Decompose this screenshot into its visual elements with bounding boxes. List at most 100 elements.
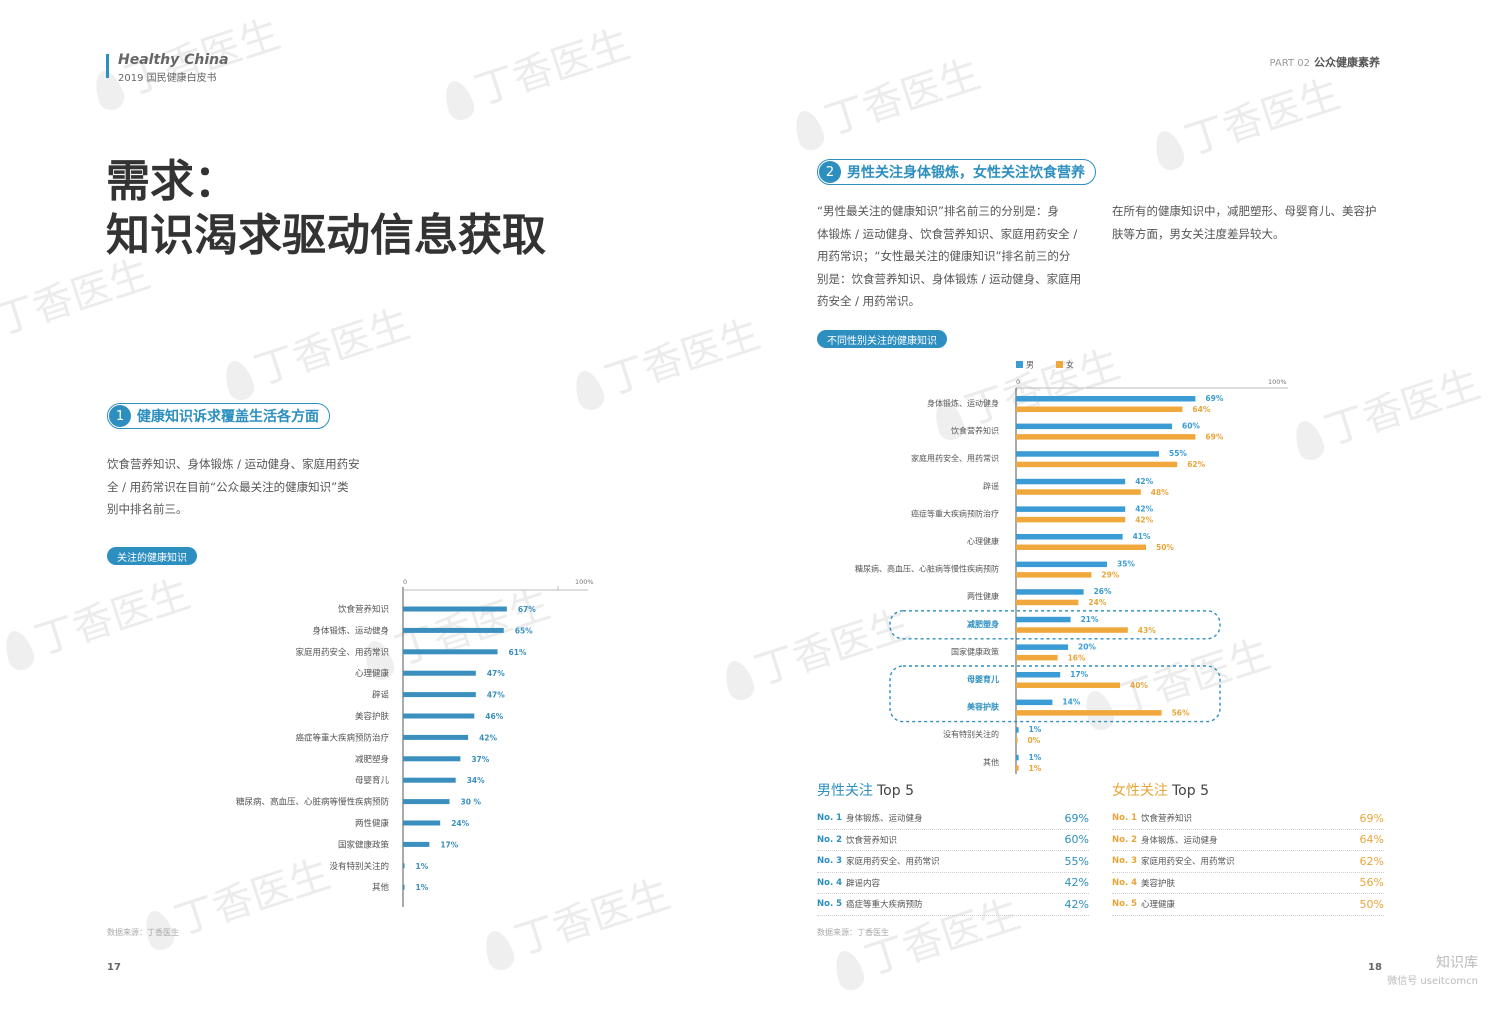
category-label: 糖尿病、高血压、心脏病等慢性疾病预防 — [855, 564, 999, 574]
category-label: 国家健康政策 — [951, 646, 999, 656]
category-label: 没有特别关注的 — [329, 861, 389, 872]
bar — [403, 841, 430, 847]
wechat-title: 知识库 — [1436, 955, 1478, 971]
axis-tick-label: 0 — [403, 578, 407, 586]
page-number-left: 17 — [107, 962, 121, 973]
section-2-number: 2 — [819, 161, 841, 183]
female-percent: 64% — [1359, 833, 1384, 847]
watermark: 丁香医生 — [566, 302, 767, 416]
page-number-right: 18 — [1368, 962, 1382, 973]
female-top5-row: No. 3 家庭用药安全、用药常识 62% — [1112, 851, 1384, 873]
male-percent: 42% — [1064, 876, 1089, 890]
value-label: 17% — [440, 840, 458, 849]
bar — [403, 606, 507, 612]
male-top5-label: 男性关注 — [817, 783, 873, 799]
bar-female — [1016, 489, 1141, 495]
section-2-paragraph-left: “男性最关注的健康知识”排名前三的分别是：身 体锻炼 / 运动健身、饮食营养知识… — [817, 200, 1097, 313]
section-1-heading: 1 健康知识诉求覆盖生活各方面 — [107, 403, 330, 429]
bar — [403, 884, 405, 890]
value-label-female: 1% — [1029, 764, 1042, 773]
paragraph-line: 别是：饮食营养知识、身体锻炼 / 运动健身、家庭用 — [817, 271, 1082, 286]
bar-male — [1016, 423, 1172, 430]
paragraph-line: “男性最关注的健康知识”排名前三的分别是：身 — [817, 204, 1059, 218]
category-label: 身体锻炼、运动健身 — [312, 625, 389, 636]
category-label: 两性健康 — [967, 591, 999, 601]
female-percent: 50% — [1359, 897, 1384, 911]
paragraph-line: 在所有的健康知识中，减肥塑形、母婴育儿、美容护 — [1112, 204, 1377, 218]
bar-male — [1016, 672, 1061, 678]
part-title: 公众健康素养 — [1314, 56, 1380, 69]
male-rank: No. 3 — [817, 856, 843, 867]
bar-female — [1016, 599, 1079, 606]
male-rank: No. 1 — [817, 813, 843, 824]
value-label: 67% — [518, 605, 536, 614]
bar — [403, 627, 504, 633]
value-label: 34% — [467, 776, 485, 785]
female-rank: No. 4 — [1112, 877, 1138, 888]
female-top5-row: No. 5 心理健康 50% — [1112, 894, 1384, 916]
section-2-heading: 2 男性关注身体锻炼，女性关注饮食营养 — [817, 159, 1096, 185]
chart-2-tag: 不同性别关注的健康知识 — [817, 330, 947, 348]
category-label: 两性健康 — [355, 818, 390, 829]
female-rank: No. 3 — [1112, 856, 1138, 867]
paragraph-line: 体锻炼 / 运动健身、饮食营养知识、家庭用药安全 / — [817, 226, 1078, 241]
section-1-number: 1 — [109, 405, 131, 427]
bar-male — [1016, 478, 1126, 485]
category-label: 国家健康政策 — [338, 839, 390, 850]
male-top5-list: No. 1 身体锻炼、运动健身 69% No. 2 饮食营养知识 60% No. 3 家庭用药… — [817, 808, 1089, 916]
value-label-male: 20% — [1078, 642, 1096, 651]
value-label-male: 35% — [1117, 560, 1135, 569]
bar-male — [1016, 451, 1159, 457]
value-label-female: 0% — [1028, 736, 1041, 745]
value-label-female: 42% — [1135, 515, 1153, 524]
bar-male — [1016, 534, 1123, 540]
male-top5-row: No. 5 癌症等重大疾病预防 42% — [817, 894, 1089, 916]
category-label: 没有特别关注的 — [943, 729, 999, 739]
brand-name: Healthy China — [118, 52, 229, 68]
value-label: 65% — [515, 626, 533, 635]
female-item-name: 饮食营养知识 — [1141, 814, 1193, 825]
category-label: 饮食营养知识 — [951, 426, 999, 436]
bar-female — [1016, 516, 1126, 523]
category-label: 心理健康 — [355, 668, 390, 679]
page-title-line1: 需求： — [106, 156, 238, 207]
value-label-male: 55% — [1169, 449, 1187, 458]
value-label-female: 24% — [1088, 598, 1106, 607]
bar-male — [1016, 506, 1126, 512]
male-top5-suffix: Top 5 — [877, 783, 914, 799]
chart-1-svg: 0 100% 饮食营养知识 67% 身体锻炼、运动健身 65% 家庭用药安全、用药常识 61%… — [236, 578, 594, 907]
category-label: 减肥塑身 — [967, 619, 999, 629]
category-label: 其他 — [372, 882, 390, 893]
bar — [403, 649, 498, 655]
watermark: 丁香医生 — [436, 12, 637, 126]
axis-tick-label: 100% — [1268, 378, 1287, 386]
female-top5-label: 女性关注 — [1112, 783, 1168, 799]
category-label: 母婴育儿 — [967, 674, 999, 684]
value-label-female: 16% — [1068, 653, 1086, 662]
value-label-male: 26% — [1094, 587, 1112, 596]
value-label-female: 40% — [1130, 681, 1148, 690]
bar-male — [1016, 644, 1068, 650]
value-label-male: 21% — [1081, 615, 1099, 624]
category-label: 辟谣 — [372, 690, 390, 701]
male-item-name: 癌症等重大疾病预防 — [846, 900, 923, 911]
female-top5-row: No. 2 身体锻炼、运动健身 64% — [1112, 830, 1384, 851]
value-label-male: 1% — [1029, 725, 1042, 734]
bar-female — [1016, 765, 1019, 771]
value-label: 46% — [485, 712, 503, 721]
bar-male — [1016, 699, 1053, 706]
wechat-sub: 微信号 useitcomcn — [1387, 976, 1478, 987]
female-item-name: 身体锻炼、运动健身 — [1141, 835, 1218, 846]
category-label: 癌症等重大疾病预防治疗 — [295, 732, 389, 743]
paragraph-line: 药安全 / 用药常识。 — [817, 294, 921, 308]
male-top5-row: No. 1 身体锻炼、运动健身 69% — [817, 808, 1089, 830]
value-label-female: 48% — [1151, 488, 1169, 497]
bar-female — [1016, 461, 1178, 468]
category-label: 心理健康 — [967, 536, 999, 546]
part-header: PART 02 公众健康素养 — [1270, 54, 1380, 70]
paragraph-line: 用药常识；“女性最关注的健康知识”排名前三的分 — [817, 249, 1071, 263]
paragraph-line: 饮食营养知识、身体锻炼 / 运动健身、家庭用药安 — [107, 457, 360, 471]
source-note: 数据来源：丁香医生 — [817, 928, 889, 937]
part-label: PART 02 — [1269, 58, 1310, 69]
female-percent: 69% — [1359, 811, 1384, 825]
